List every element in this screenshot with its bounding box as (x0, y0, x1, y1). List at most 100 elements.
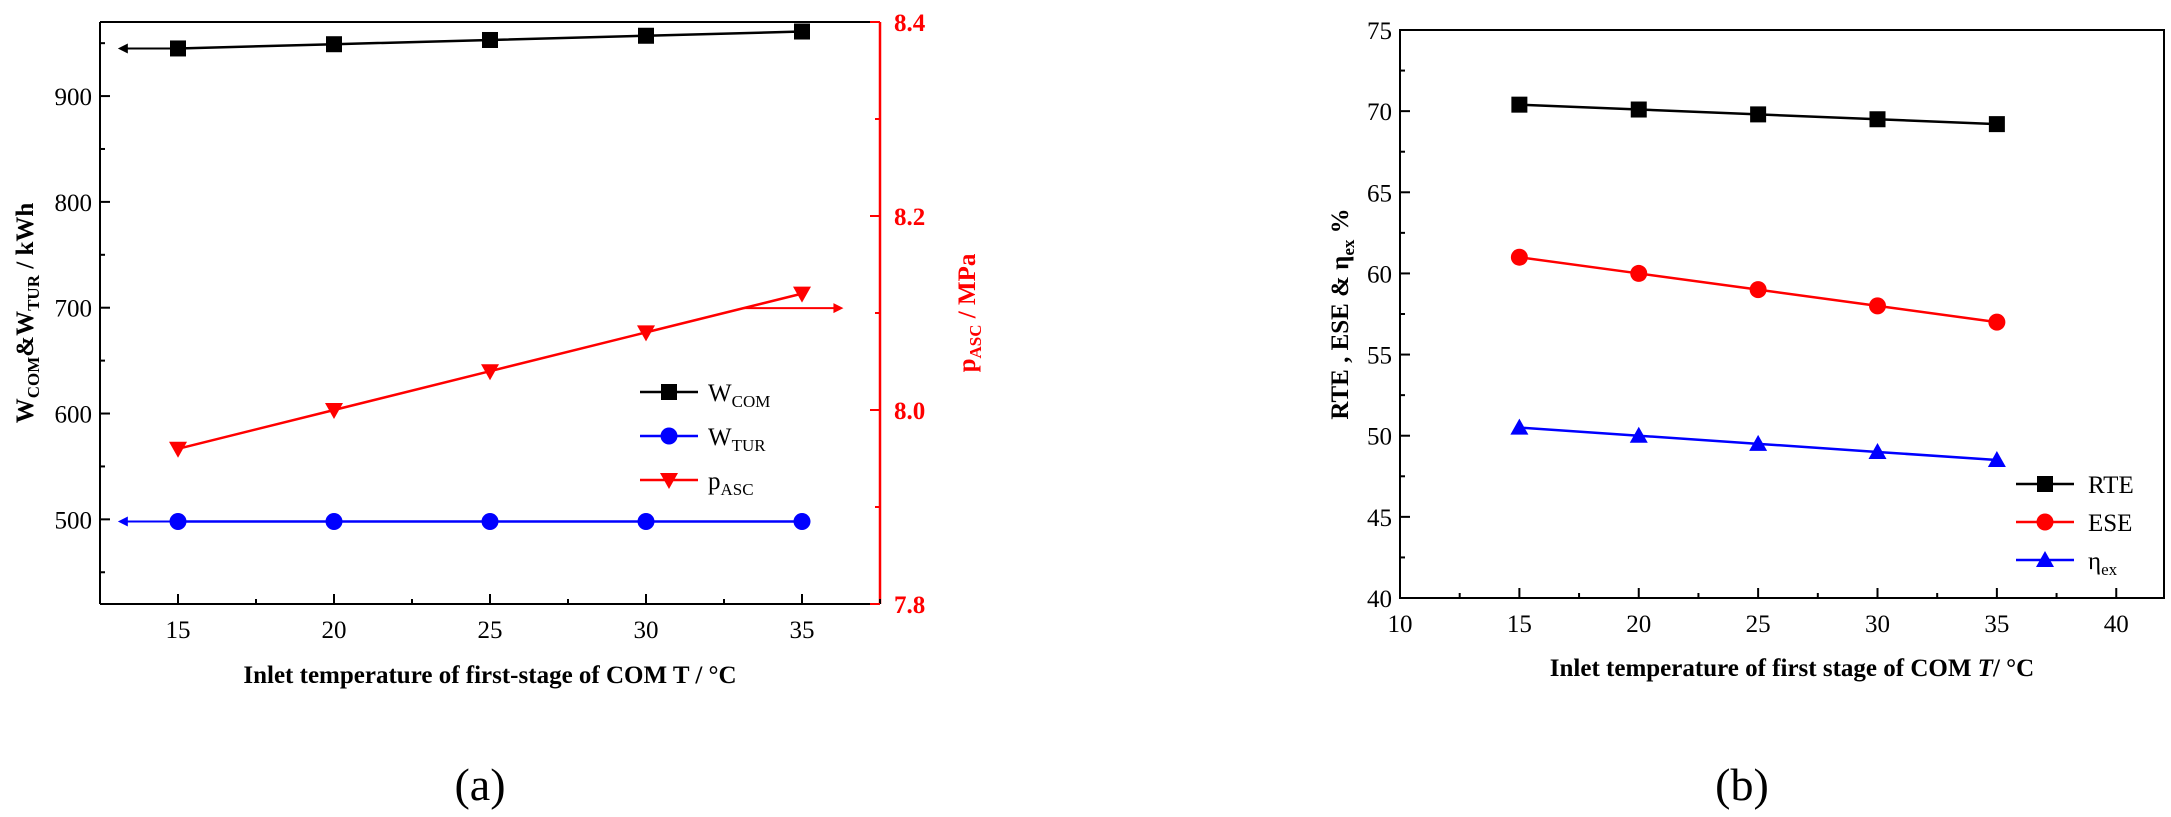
data-point (1869, 297, 1886, 315)
legend-label-part: ESE (2088, 510, 2132, 537)
y-axis-label-part: RTE , ESE & η (1327, 256, 1354, 420)
x-axis-label: Inlet temperature of first stage of COM … (1550, 655, 2034, 682)
y-tick-label: 55 (1367, 343, 1392, 370)
legend-label-part: TUR (732, 436, 767, 455)
y2-axis-label-part: ASC (966, 324, 985, 358)
legend-marker (660, 473, 678, 489)
y-axis-label-part: TUR (24, 274, 43, 311)
legend-label-part: η (2088, 548, 2101, 575)
data-point (1630, 101, 1647, 118)
y-tick-label: 45 (1367, 505, 1392, 532)
data-point (794, 23, 810, 40)
data-point (1750, 106, 1767, 123)
y-tick-label: 40 (1367, 586, 1392, 613)
x-axis-label: Inlet temperature of first-stage of COM … (243, 662, 736, 689)
y-tick-label: 700 (55, 296, 93, 323)
legend-label-part: p (708, 468, 721, 495)
legend-label: ESE (2088, 510, 2132, 537)
y-axis-label-part: % (1327, 208, 1354, 239)
data-point (1510, 248, 1528, 266)
legend-label-part: W (708, 424, 732, 451)
legend-label-part: ASC (721, 480, 754, 499)
data-point (1630, 264, 1648, 282)
y-axis-label-part: COM (24, 357, 43, 399)
x-tick-label: 40 (2104, 611, 2129, 638)
y-tick-label: 500 (55, 507, 93, 534)
data-point (325, 403, 343, 419)
legend-label-part: RTE (2088, 472, 2134, 499)
data-point (326, 36, 342, 53)
y-tick-label: 900 (55, 84, 93, 111)
y2-axis-label-part: p (954, 358, 981, 372)
legend-label: RTE (2088, 472, 2134, 499)
data-point (1749, 434, 1768, 451)
data-point (1869, 111, 1886, 128)
legend-marker (2036, 551, 2054, 567)
x-tick-label: 35 (1984, 611, 2009, 638)
legend-marker (661, 384, 677, 400)
x-tick-label: 30 (634, 617, 659, 644)
y2-tick-label: 8.2 (894, 204, 925, 231)
y-tick-label: 70 (1367, 99, 1392, 126)
legend-marker (2036, 513, 2054, 531)
data-point (1988, 116, 2005, 133)
y-axis-label: RTE , ESE & ηex % (1327, 208, 1358, 419)
y2-axis-label: pASC / MPa (954, 253, 985, 372)
x-tick-label: 20 (322, 617, 347, 644)
legend-marker (660, 427, 678, 445)
y-tick-label: 600 (55, 402, 93, 429)
data-point (1511, 96, 1528, 113)
legend-label: pASC (708, 468, 754, 499)
data-point (325, 512, 343, 530)
y-axis-label-part: / kWh (12, 203, 39, 275)
x-tick-label: 15 (1507, 611, 1532, 638)
y2-tick-label: 8.0 (894, 398, 925, 425)
legend-label-part: COM (732, 392, 771, 411)
data-point (1629, 426, 1648, 443)
y-tick-label: 50 (1367, 424, 1392, 451)
y2-tick-label: 8.4 (894, 10, 926, 37)
y-axis-label-part: ex (1339, 239, 1358, 256)
data-point (1749, 281, 1767, 299)
data-point (793, 512, 811, 530)
arrow-head (833, 303, 844, 314)
legend-label: ηex (2088, 548, 2118, 579)
x-tick-label: 20 (1626, 611, 1651, 638)
x-tick-label: 35 (790, 617, 815, 644)
x-tick-label: 15 (166, 617, 191, 644)
y-axis-label-part: W (12, 398, 39, 423)
data-point (793, 286, 811, 303)
legend-label: WCOM (708, 380, 770, 411)
data-point (1510, 418, 1529, 435)
x-axis-label-part: / °C (1992, 655, 2034, 682)
y2-tick-label: 7.8 (894, 592, 925, 619)
data-point (169, 441, 187, 458)
data-point (481, 364, 499, 381)
chart-b: 10 15 20 25 30 35 404045505560657075RTEESEηexI… (1327, 18, 2165, 810)
x-tick-label: 10 (1388, 611, 1413, 638)
panel-label-b: (b) (1715, 759, 1769, 810)
arrow-head (117, 43, 128, 54)
data-point (638, 27, 654, 44)
legend-label: WTUR (708, 424, 766, 455)
data-point (637, 512, 655, 530)
x-axis-label-part: Inlet temperature of first stage of COM (1550, 655, 1978, 682)
data-point (637, 325, 655, 342)
data-point (1868, 442, 1887, 459)
y-axis-label-part: &W (12, 311, 39, 357)
y-tick-label: 75 (1367, 18, 1392, 45)
panel-label-a: (a) (454, 759, 505, 810)
data-point (481, 512, 499, 530)
y-tick-label: 60 (1367, 261, 1392, 288)
y2-axis-label-part: / MPa (954, 253, 981, 324)
x-tick-label: 25 (1746, 611, 1771, 638)
x-axis-label-part: T (1978, 655, 1995, 682)
legend-label-part: W (708, 380, 732, 407)
legend-label-part: ex (2101, 560, 2118, 579)
chart-a: 15 20 25 30 355006007008009007.88.08.28.4WCO… (12, 10, 985, 810)
y-tick-label: 65 (1367, 180, 1392, 207)
data-point (482, 31, 498, 48)
data-point (1988, 313, 2006, 331)
y-axis-label: WCOM&WTUR / kWh (12, 203, 43, 424)
